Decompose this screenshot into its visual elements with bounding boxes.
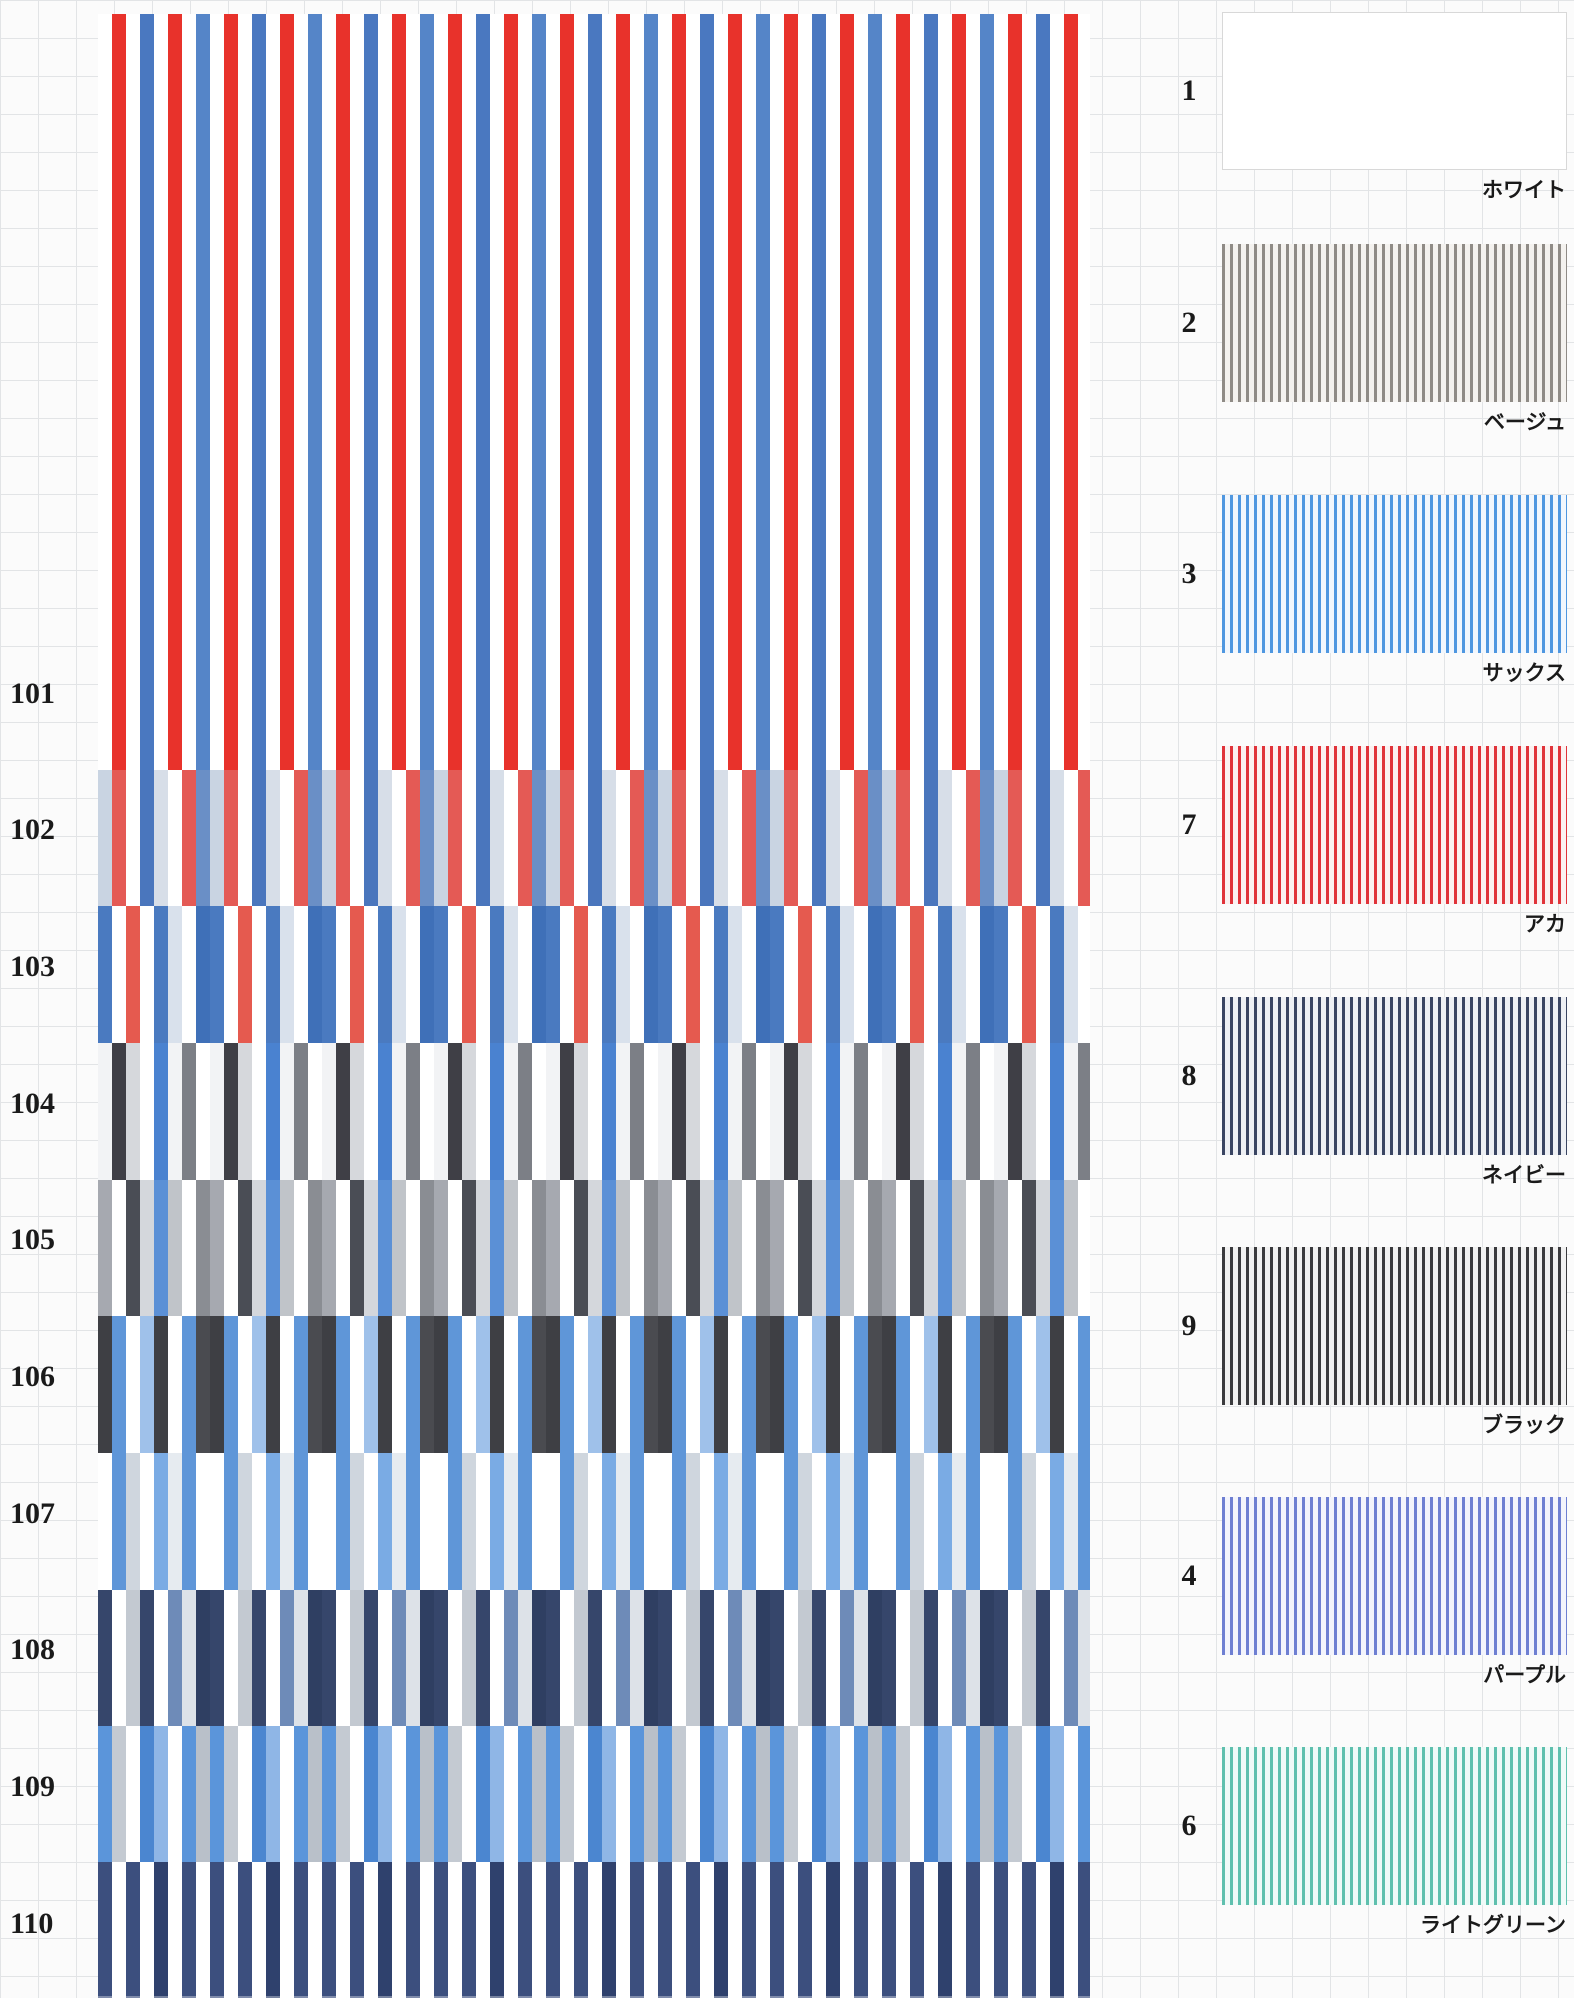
row-label: 103 (10, 950, 55, 983)
swatch-color-name: ライトグリーン (1420, 1913, 1566, 1937)
color-swatch (1222, 1247, 1567, 1405)
color-swatch (1222, 1747, 1567, 1905)
swatch-number: 9 (1181, 1309, 1197, 1342)
color-swatch (1222, 495, 1567, 653)
swatch-color-name: ベージュ (1483, 410, 1566, 434)
fabric-row-104 (98, 1043, 1090, 1182)
swatch-color-name: パープル (1483, 1663, 1566, 1687)
swatch-color-name: ホワイト (1482, 178, 1566, 202)
fabric-row-107 (98, 1453, 1090, 1592)
row-label: 106 (10, 1360, 55, 1393)
swatch-number: 8 (1181, 1059, 1197, 1092)
fabric-row-103 (98, 906, 1090, 1045)
swatch-number: 4 (1181, 1559, 1197, 1592)
swatch-color-name: ネイビー (1482, 1163, 1566, 1187)
swatch-number: 3 (1181, 557, 1197, 590)
fabric-row-106 (98, 1316, 1090, 1455)
row-label: 110 (10, 1907, 54, 1940)
fabric-row-110 (98, 1862, 1090, 1998)
row-label: 107 (10, 1497, 55, 1530)
fabric-row-101 (98, 14, 1090, 772)
color-swatch (1222, 1497, 1567, 1655)
swatch-color-name: アカ (1524, 912, 1566, 936)
swatch-number: 1 (1181, 74, 1197, 107)
color-swatch (1222, 12, 1567, 170)
row-label: 108 (10, 1633, 55, 1666)
row-label: 101 (10, 677, 55, 710)
swatch-number: 6 (1181, 1809, 1197, 1842)
color-swatch (1222, 997, 1567, 1155)
fabric-row-109 (98, 1726, 1090, 1864)
color-swatch (1222, 244, 1567, 402)
swatch-color-name: サックス (1482, 661, 1566, 685)
fabric-row-102 (98, 770, 1090, 908)
fabric-row-108 (98, 1590, 1090, 1728)
swatch-number: 7 (1181, 808, 1197, 841)
row-label: 109 (10, 1770, 55, 1803)
swatch-color-name: ブラック (1482, 1413, 1566, 1437)
row-label: 105 (10, 1223, 55, 1256)
fabric-row-105 (98, 1180, 1090, 1318)
color-swatch (1222, 746, 1567, 904)
swatch-number: 2 (1181, 306, 1197, 339)
row-label: 102 (10, 813, 55, 846)
row-label: 104 (10, 1087, 55, 1120)
